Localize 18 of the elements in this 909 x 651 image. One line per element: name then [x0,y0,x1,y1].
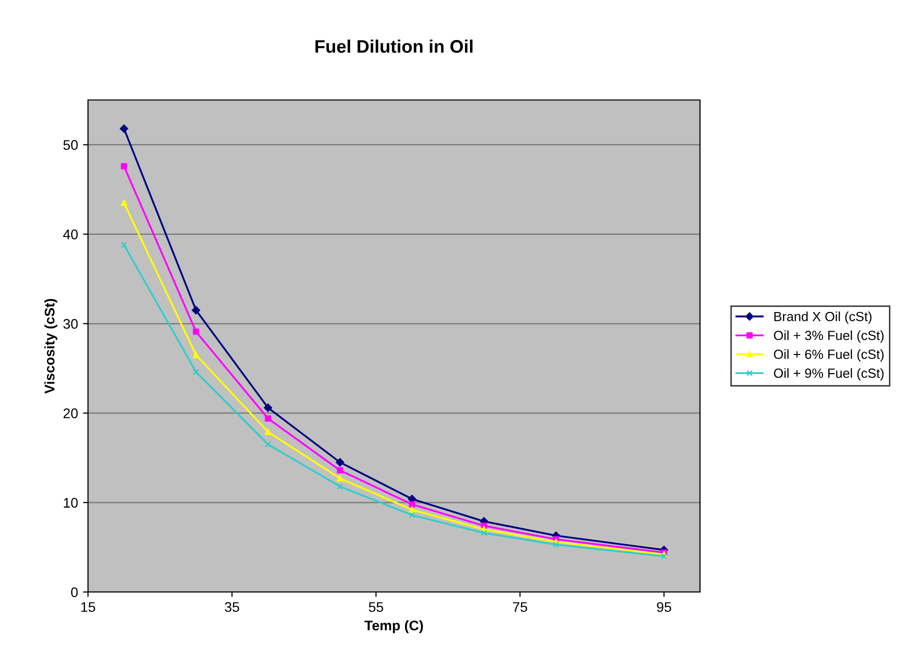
y-tick-label: 10 [64,498,78,508]
legend-label: Oil + 6% Fuel (cSt) [774,349,884,362]
x-tick-label: 15 [81,602,96,612]
y-axis-title: Viscosity (cSt) [44,298,58,394]
y-tick-label: 50 [63,140,78,150]
x-tick-label: 75 [512,602,528,612]
legend-label: Oil + 3% Fuel (cSt) [774,330,884,343]
legend-label: Brand X Oil (cSt) [774,312,872,324]
x-tick-label: 35 [224,602,240,612]
y-tick-label: 40 [63,230,78,240]
y-tick-label: 30 [63,318,78,329]
y-tick-label: 20 [64,408,78,418]
x-tick-label: 55 [368,602,384,612]
x-tick-label: 95 [656,602,672,612]
x-axis-title: Temp (C) [364,620,423,634]
legend-label: Oil + 9% Fuel (cSt) [774,368,884,380]
chart-title: Fuel Dilution in Oil [315,40,472,53]
y-tick-label: 0 [71,587,78,598]
